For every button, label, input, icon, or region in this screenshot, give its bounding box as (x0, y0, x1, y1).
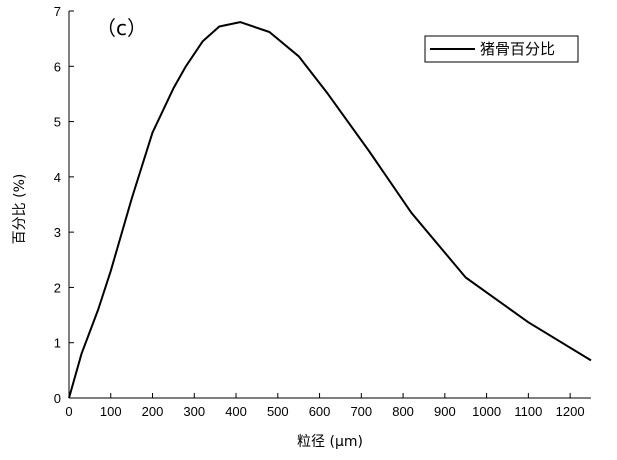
y-axis-title: 百分比 (%) (12, 174, 28, 245)
x-tick-label: 900 (434, 404, 456, 419)
panel-label: （c） (96, 16, 147, 40)
axes (68, 11, 591, 399)
x-tick-label: 0 (65, 404, 72, 419)
y-tick-label: 5 (54, 115, 61, 130)
y-tick-label: 0 (54, 391, 61, 406)
legend: 猪骨百分比 (424, 35, 579, 63)
x-tick-label: 400 (225, 404, 247, 419)
y-tick-label: 7 (54, 4, 61, 19)
y-tick-label: 2 (54, 280, 61, 295)
x-tick-label: 200 (142, 404, 164, 419)
x-tick-label: 1200 (556, 404, 585, 419)
x-tick-label: 500 (267, 404, 289, 419)
y-tick-label: 3 (54, 225, 61, 240)
series-layer (68, 21, 592, 399)
y-axis-ticks: 0 1 2 3 4 5 6 7 (54, 4, 74, 406)
y-tick-label: 1 (54, 336, 61, 351)
x-tick-label: 1000 (472, 404, 501, 419)
x-tick-label: 800 (392, 404, 414, 419)
y-tick-label: 4 (54, 170, 61, 185)
legend-label: 猪骨百分比 (480, 40, 555, 58)
x-axis-title: 粒径 (μm) (297, 434, 363, 450)
x-axis-ticks: 0 100 200 300 400 500 600 700 800 900 1000 1100 1200 (65, 393, 585, 419)
y-tick-label: 6 (54, 59, 61, 74)
x-tick-label: 600 (309, 404, 331, 419)
x-tick-label: 1100 (514, 404, 542, 419)
x-tick-label: 100 (100, 404, 122, 419)
x-tick-label: 700 (350, 404, 372, 419)
series-line (68, 21, 592, 399)
x-tick-label: 300 (183, 404, 205, 419)
